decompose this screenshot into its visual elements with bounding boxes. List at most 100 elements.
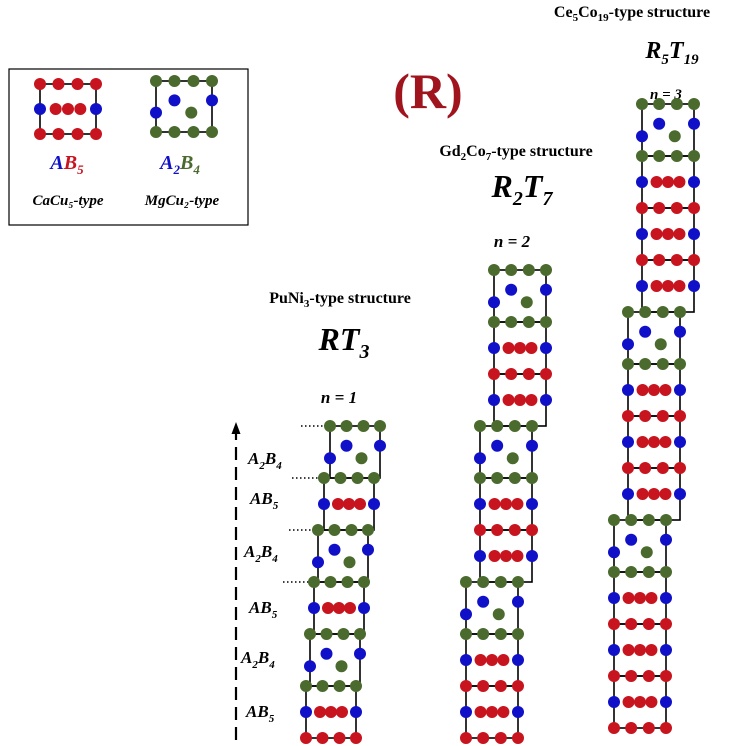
atom: [625, 566, 638, 578]
atom: [324, 576, 337, 588]
atom: [488, 368, 500, 380]
mgcu2-cell: [474, 425, 538, 479]
atom: [49, 103, 62, 115]
atom-row: [474, 472, 538, 484]
atom: [300, 680, 312, 692]
cacu5-cell: [622, 363, 686, 417]
atom: [648, 488, 660, 500]
atom: [625, 670, 638, 682]
atom: [622, 488, 634, 500]
atom: [488, 550, 501, 562]
atom: [508, 472, 521, 484]
atom: [474, 524, 486, 536]
atom: [328, 543, 341, 556]
atom: [653, 202, 666, 214]
atom: [308, 602, 320, 614]
atom: [312, 524, 324, 536]
atom: [650, 176, 663, 188]
atom: [488, 296, 500, 309]
rt3-n-label: n = 1: [321, 388, 357, 407]
atom: [656, 358, 669, 370]
atom: [150, 126, 162, 138]
atom: [674, 306, 686, 318]
atom: [62, 103, 74, 115]
atom: [639, 410, 652, 422]
atom: [622, 338, 634, 351]
stack-labels: A2B4 AB5 A2B4 AB5 A2B4 AB5: [240, 449, 282, 725]
atom: [150, 75, 162, 87]
atom: [358, 602, 370, 614]
atom: [526, 498, 538, 510]
atom: [508, 420, 521, 432]
atom: [634, 644, 646, 656]
atom: [350, 732, 362, 744]
rt3-structure-name: PuNi3-type structure: [269, 290, 411, 310]
unit-cell-frame: [493, 269, 547, 323]
atom: [71, 128, 84, 140]
atom: [374, 439, 386, 452]
atom: [477, 680, 490, 692]
atom: [636, 150, 648, 162]
atom: [460, 576, 472, 588]
atom: [460, 654, 472, 666]
atom-row: [460, 680, 524, 692]
atom: [512, 654, 524, 666]
atom: [636, 130, 648, 143]
atom: [354, 498, 366, 510]
atom: [540, 368, 552, 380]
atom: [320, 647, 333, 660]
atom: [670, 98, 683, 110]
atom: [608, 618, 620, 630]
atom: [674, 325, 686, 338]
atom: [608, 514, 620, 526]
atom: [659, 384, 672, 396]
atom: [491, 420, 504, 432]
atom: [333, 680, 346, 692]
atom: [648, 384, 660, 396]
atom: [659, 488, 672, 500]
atom: [350, 680, 362, 692]
atom: [355, 452, 368, 465]
atom: [357, 420, 370, 432]
atom: [642, 514, 655, 526]
atom: [512, 595, 524, 608]
atom: [662, 280, 674, 292]
atom: [474, 420, 486, 432]
atom: [656, 306, 669, 318]
atom-row: [150, 75, 218, 87]
unit-cell-frame: [627, 311, 681, 365]
atom: [636, 98, 648, 110]
atom: [324, 420, 336, 432]
atom: [634, 592, 646, 604]
atom: [668, 130, 681, 143]
atom: [344, 602, 356, 614]
atom: [645, 696, 658, 708]
atom: [662, 228, 674, 240]
atom: [660, 533, 672, 546]
atom: [491, 439, 504, 452]
atom: [653, 117, 666, 130]
atom: [636, 280, 648, 292]
atom: [374, 420, 386, 432]
atom: [639, 462, 652, 474]
legend-unit-cells: [34, 75, 218, 140]
atom: [316, 680, 329, 692]
atom: [512, 706, 524, 718]
cacu5-cell: [622, 415, 686, 469]
atom: [522, 264, 535, 276]
atom: [688, 254, 700, 266]
unit-cell-frame: [465, 581, 519, 635]
atom-row: [300, 732, 362, 744]
atom: [362, 543, 374, 556]
atom: [300, 706, 312, 718]
atom: [185, 106, 198, 119]
atom: [512, 680, 524, 692]
atom: [354, 647, 366, 660]
atom-row: [608, 514, 672, 526]
atom: [168, 126, 181, 138]
atom: [673, 228, 686, 240]
atom: [608, 592, 620, 604]
atom: [497, 654, 510, 666]
atom: [674, 384, 686, 396]
